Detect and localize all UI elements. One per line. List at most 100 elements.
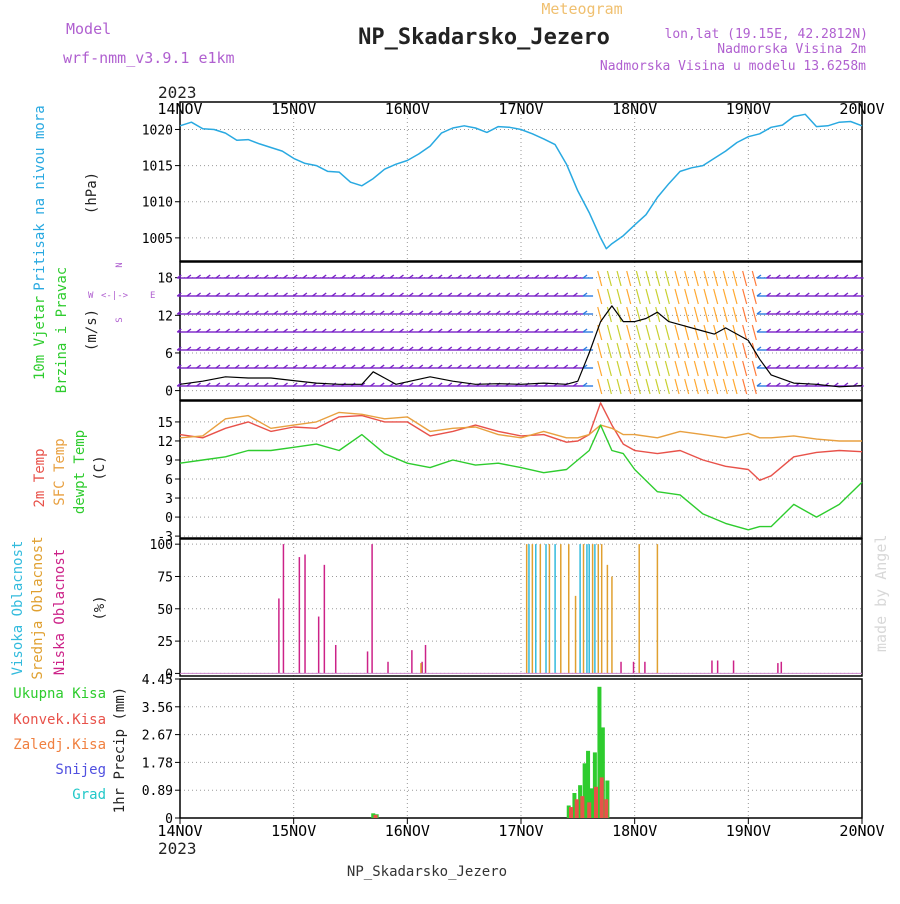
wind-arrow-head [766,364,772,369]
wind-arrow-head [457,364,462,369]
wind-arrow-head [785,328,791,333]
pressure-label-group: Pritisak na nivou mora (hPa) [32,105,100,290]
compass-arrows: <-|-> [101,291,129,301]
wind-arrow-head [447,382,453,387]
wind-arrow-head [582,292,588,297]
x-tick-label-bottom: 18NOV [612,822,657,840]
wind-arrow-head [196,382,202,387]
station-title: NP_Skadarsko_Jezero [358,25,610,50]
wind-arrow-head [350,346,356,351]
wind-arrow-head [476,364,482,369]
wind-arrow-head [824,310,830,315]
wind-arrow-head [843,328,849,333]
precip-bar [597,686,602,818]
wind-arrow-head [408,328,414,333]
precip-series-precip_conv [373,777,609,818]
wind-arrow-head [553,346,559,351]
wind-arrow [751,324,757,341]
wind-arrow-head [804,274,810,279]
wind-arrow-head [785,346,791,351]
y-tick-label: 0 [165,667,173,682]
wind-arrow-head [572,274,578,279]
wind-arrow-head [370,310,375,315]
wind-arrow-head [408,364,414,369]
wind-arrow [655,360,661,377]
wind-arrow [626,288,632,305]
wind-arrow [684,342,690,359]
wind-arrow-head [775,310,781,315]
wind-arrow-head [466,292,472,297]
wind-arrow-head [756,364,762,369]
wind-arrow-head [534,328,540,333]
wind-arrow-head [515,274,520,279]
wind-arrow-head [283,346,288,351]
wind-arrow-head [321,310,327,315]
wind-arrow-head [225,274,231,279]
wind-arrow-head [302,382,308,387]
precip-bar [580,796,585,818]
wind-arrow-head [302,346,308,351]
wind-arrow-head [515,346,520,351]
wind-arrow [722,288,728,305]
wind-arrow-head [853,292,859,297]
wind-arrow-head [476,310,482,315]
wind-arrow-head [321,346,327,351]
wind-arrow [722,306,728,323]
wind-arrow-head [495,328,501,333]
wind-speed-line [179,305,863,388]
wind-arrow-head [524,364,530,369]
x-tick-label-bottom: 16NOV [385,822,430,840]
wind-arrow-head [553,310,559,315]
wind-arrow-head [795,310,801,315]
y-tick-label: -3 [157,530,173,545]
wind-arrow-head [457,274,462,279]
x-tick-label-top: 14NOV [157,100,202,118]
x-tick-label-bottom: 15NOV [271,822,316,840]
x-tick-label-bottom: 19NOV [726,822,771,840]
wind-arrow-head [804,364,810,369]
wind-arrow-head [418,310,424,315]
precip-bar [569,807,574,818]
x-tick-label-top: 17NOV [498,100,543,118]
cloud-series-cloud_high [528,544,596,674]
wind-arrow-head [814,346,820,351]
wind-arrow [693,270,699,287]
wind-arrow-head [766,382,772,387]
wind-arrow-head [563,346,569,351]
wind-arrow-head [457,310,462,315]
wind-arrow-head [379,292,385,297]
wind-arrow [732,378,738,395]
legend-zaledj: Zaledj.Kisa [13,737,106,753]
wind-arrow-head [524,274,530,279]
wind-arrow [693,288,699,305]
wind-arrow-head [215,274,221,279]
wind-arrow-head [263,310,269,315]
wind-arrow-head [176,328,182,333]
temp-line-sfc_temp [179,411,862,442]
wind-arrow [674,342,680,359]
wind-arrow [693,342,699,359]
wind-arrow-head [292,292,298,297]
wind-arrow [703,306,709,323]
wind-arrow-head [254,346,259,351]
wind-arrow-head [360,364,366,369]
wind-arrow-head [785,382,791,387]
wind-arrow [635,378,641,395]
wind-arrow-head [331,328,337,333]
wind-arrow-head [756,328,762,333]
y-tick-label: 2.67 [142,729,173,744]
wind-arrow-head [486,292,491,297]
wind-arrow-head [756,346,762,351]
wind-arrow-head [408,310,414,315]
wind-arrow-head [515,310,520,315]
wind-arrow-head [457,292,462,297]
wind-arrow-head [283,310,288,315]
legend-snijeg: Snijeg [55,762,106,778]
wind-arrow [645,270,651,287]
wind-arrow [713,342,719,359]
wind-arrow-head [254,292,259,297]
precip-bar [586,750,591,818]
compass-e: E [150,291,155,301]
wind-arrow [674,378,680,395]
wind-arrow [722,270,728,287]
